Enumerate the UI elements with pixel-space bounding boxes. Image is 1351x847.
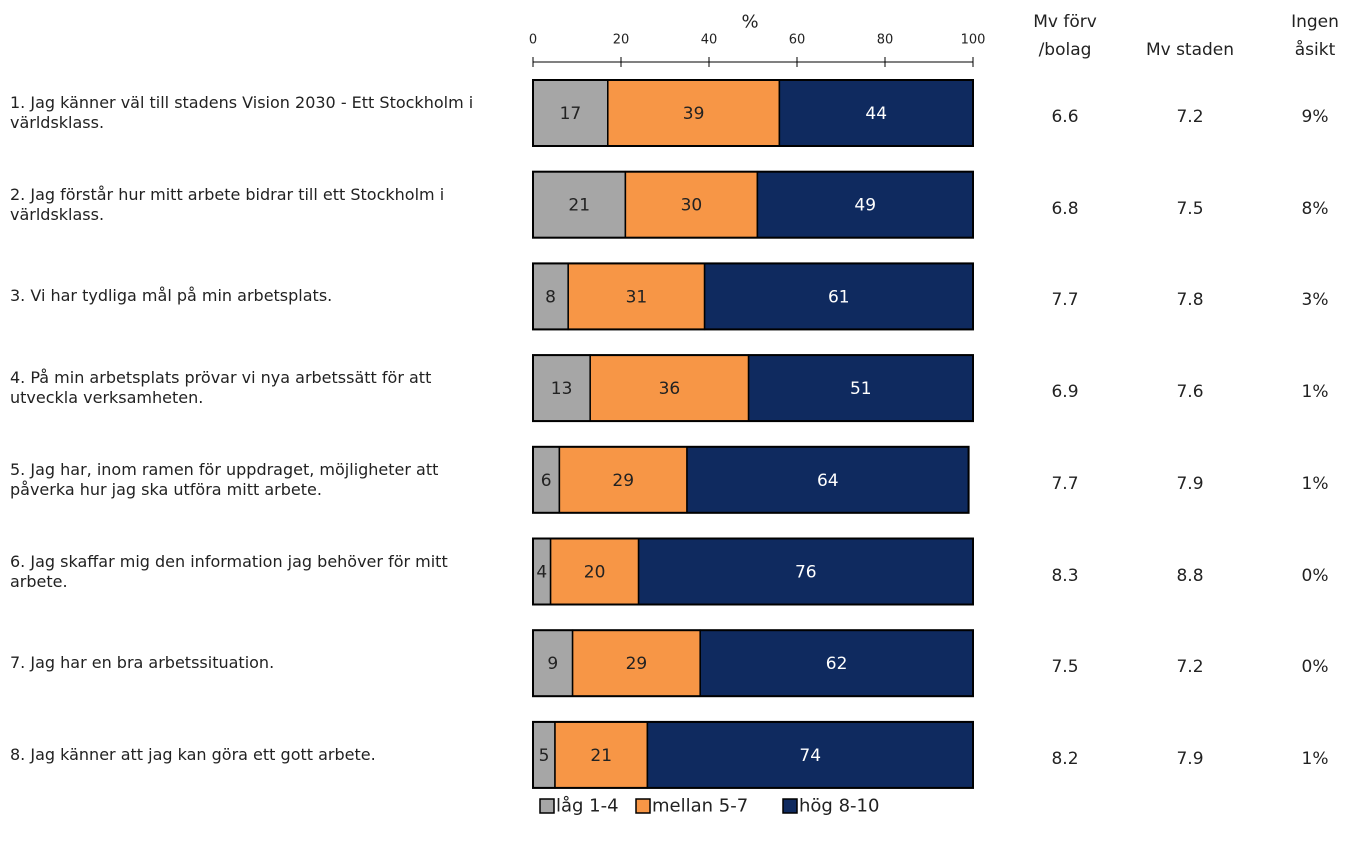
column-header: Mv staden [1145,40,1235,60]
value-label: 62 [826,654,848,674]
bar-segment [554,721,649,789]
category-label: 7. Jag har en bra arbetssituation. [10,653,275,673]
category-label: 2. Jag förstår hur mitt arbete bidrar ti… [10,184,445,224]
bar-segment [637,537,974,606]
x-tick-label: 80 [876,32,894,48]
bar-segment [607,79,781,147]
legend-label: mellan 5-7 [652,795,749,817]
column-value: 1% [1301,382,1329,403]
category-label: 1. Jag känner väl till stadens Vision 20… [10,93,474,132]
bar-segment [747,354,974,422]
legend-swatch [782,798,798,814]
value-label: 30 [681,196,703,216]
value-label: 13 [551,379,573,399]
value-label: 21 [568,196,590,216]
value-label: 76 [795,563,817,583]
column-value: 8.2 [1051,748,1079,769]
value-label: 29 [612,471,634,491]
value-label: 44 [865,104,887,124]
category-label: 3. Vi har tydliga mål på min arbetsplats… [10,286,333,306]
bar-segment [567,262,706,331]
x-tick-label: 0 [528,32,538,48]
column-value: 7.7 [1051,290,1079,311]
value-label: 64 [817,471,839,491]
bar-segment [532,446,561,514]
bar-segment [532,354,591,422]
value-label: 6 [541,471,552,491]
value-label: 51 [850,379,872,399]
bar-outline [532,170,974,239]
value-label: 9 [547,654,558,674]
column-value: 7.5 [1176,198,1204,219]
value-label: 8 [545,287,556,307]
column-value: 7.6 [1176,382,1204,403]
column-value: 8.8 [1176,565,1204,586]
column-value: 7.9 [1176,473,1204,494]
bar-segment [571,629,701,697]
bar-outline [532,720,974,789]
value-label: 31 [626,287,648,307]
column-header: Ingen åsikt [1291,12,1339,60]
bar-outline [532,262,974,331]
column-value: 0% [1301,565,1329,586]
column-value: 3% [1301,290,1329,311]
column-value: 7.5 [1051,657,1079,678]
x-tick-label: 100 [960,32,986,48]
legend-swatch [539,798,555,814]
column-value: 6.9 [1051,382,1079,403]
column-header: Mv förv /bolag [1033,12,1097,60]
column-value: 7.8 [1176,290,1204,311]
column-value: 7.2 [1176,657,1204,678]
column-value: 7.7 [1051,473,1079,494]
value-label: 74 [799,746,821,766]
category-label: 4. På min arbetsplats prövar vi nya arbe… [10,368,432,408]
legend-label: låg 1-4 [556,795,619,817]
column-value: 1% [1301,473,1329,494]
bar-outline [532,445,970,514]
x-tick-label: 60 [788,32,806,48]
bar-outline [532,354,974,423]
legend-swatch [635,798,651,814]
value-label: 20 [584,563,606,583]
legend-label: hög 8-10 [799,795,880,817]
x-tick-label: 20 [612,32,630,48]
value-label: 21 [590,746,612,766]
category-label: 8. Jag känner att jag kan göra ett gott … [10,744,376,764]
bar-outline [532,629,974,698]
value-label: 4 [536,563,547,583]
value-label: 36 [659,379,681,399]
column-value: 8.3 [1051,565,1079,586]
bar-outline [532,79,974,147]
column-value: 7.9 [1176,748,1204,769]
category-label: 5. Jag har, inom ramen för uppdraget, mö… [10,459,439,499]
column-value: 6.6 [1051,107,1079,127]
bar-outline [532,537,974,606]
column-value: 1% [1301,748,1329,769]
bar-segment [686,446,970,514]
bar-segment [756,170,974,239]
value-label: 39 [683,104,705,124]
column-value: 9% [1301,107,1329,127]
value-label: 49 [854,196,876,216]
column-value: 0% [1301,657,1329,678]
column-value: 7.2 [1176,107,1204,127]
value-label: 61 [828,287,850,307]
column-value: 8% [1301,198,1329,219]
category-label: 6. Jag skaffar mig den information jag b… [10,551,448,591]
column-value: 6.8 [1051,198,1079,219]
value-label: 29 [626,654,648,674]
value-label: 17 [560,104,582,124]
bar-segment [589,354,750,422]
x-tick-label: 40 [700,32,718,48]
axis-label: % [741,11,759,33]
value-label: 5 [539,746,550,766]
